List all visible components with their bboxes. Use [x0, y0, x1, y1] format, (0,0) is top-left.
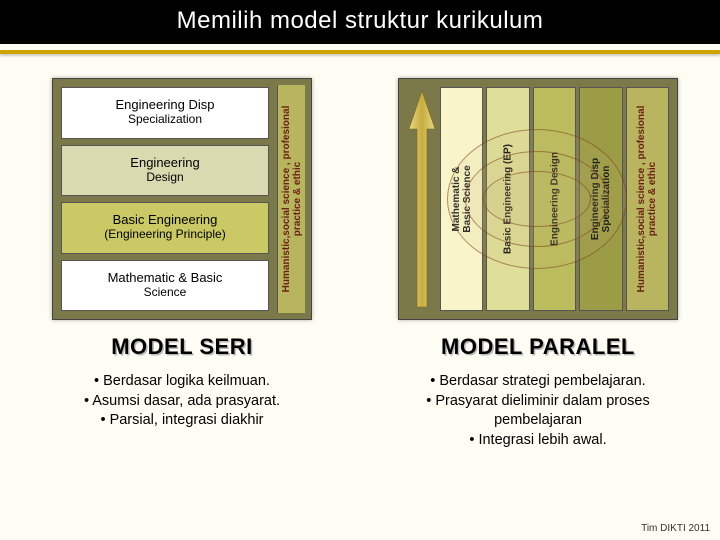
up-arrow-icon — [407, 87, 437, 311]
seri-layer-3-line1: Basic Engineering — [113, 213, 218, 228]
paralel-p4-l1: Engineering Disp — [590, 158, 601, 240]
paralel-bullet-2b: pembelajaran — [426, 411, 649, 431]
paralel-bullet-3: • Integrasi lebih awal. — [426, 431, 649, 451]
paralel-pillar-2: Basic Engineering (EP) — [486, 87, 529, 311]
slide-title: Memilih model struktur kurikulum — [0, 0, 720, 44]
seri-side-label: Humanistic,social science , profesional … — [281, 106, 303, 293]
seri-side-pillar: Humanistic,social science , profesional … — [277, 85, 305, 313]
seri-bullet-2: • Asumsi dasar, ada prasyarat. — [84, 392, 280, 412]
seri-model-label: MODEL SERI — [111, 334, 253, 360]
paralel-diagram: Mathematic & Basic Science Basic Enginee… — [398, 78, 678, 320]
seri-diagram: Engineering Disp Specialization Engineer… — [52, 78, 312, 320]
seri-layer-1-line1: Engineering Disp — [115, 98, 214, 113]
paralel-p2-l1: Basic Engineering (EP) — [503, 144, 514, 254]
seri-layer-1: Engineering Disp Specialization — [61, 87, 269, 139]
paralel-pillar-5-label: Humanistic,social science , profesional … — [636, 106, 658, 293]
content-row: Engineering Disp Specialization Engineer… — [0, 54, 720, 450]
paralel-p4-l2: Specialization — [601, 166, 612, 233]
paralel-p1-l2: Basic Science — [462, 165, 473, 232]
seri-bullet-3: • Parsial, integrasi diakhir — [84, 411, 280, 431]
paralel-pillar-3: Engineering Design — [533, 87, 576, 311]
paralel-pillar-5: Humanistic,social science , profesional … — [626, 87, 669, 311]
paralel-bullet-1: • Berdasar strategi pembelajaran. — [426, 372, 649, 392]
paralel-arrow — [407, 87, 437, 311]
paralel-pillar-2-label: Basic Engineering (EP) — [503, 144, 514, 254]
footer-credit: Tim DIKTI 2011 — [641, 523, 710, 534]
seri-layer-2-line2: Design — [146, 171, 183, 185]
seri-layer-1-line2: Specialization — [128, 113, 202, 127]
paralel-pillar-1-label: Mathematic & Basic Science — [451, 165, 473, 232]
seri-bullet-1: • Berdasar logika keilmuan. — [84, 372, 280, 392]
seri-layer-3-line2: (Engineering Principle) — [104, 228, 225, 242]
paralel-p5-l1: Humanistic,social science , profesional — [636, 106, 647, 293]
paralel-pillar-1: Mathematic & Basic Science — [440, 87, 483, 311]
seri-layer-stack: Engineering Disp Specialization Engineer… — [53, 79, 277, 319]
seri-bullets: • Berdasar logika keilmuan. • Asumsi das… — [84, 372, 280, 431]
seri-column: Engineering Disp Specialization Engineer… — [24, 78, 340, 450]
paralel-pillar-4: Engineering Disp Specialization — [579, 87, 622, 311]
seri-layer-3: Basic Engineering (Engineering Principle… — [61, 202, 269, 254]
paralel-p5-l2: practice & ethic — [647, 162, 658, 236]
paralel-pillar-4-label: Engineering Disp Specialization — [590, 158, 612, 240]
paralel-bullet-2: • Prasyarat dieliminir dalam proses — [426, 392, 649, 412]
paralel-column: Mathematic & Basic Science Basic Enginee… — [380, 78, 696, 450]
paralel-pillar-3-label: Engineering Design — [549, 152, 560, 246]
paralel-model-label: MODEL PARALEL — [441, 334, 635, 360]
seri-layer-4-line2: Science — [144, 286, 187, 300]
seri-side-label-l1: Humanistic,social science , profesional — [281, 106, 292, 293]
seri-layer-2: Engineering Design — [61, 145, 269, 197]
paralel-p3-l1: Engineering Design — [549, 152, 560, 246]
seri-layer-4-line1: Mathematic & Basic — [108, 271, 223, 286]
seri-side-label-l2: practice & ethic — [292, 162, 303, 236]
seri-layer-4: Mathematic & Basic Science — [61, 260, 269, 312]
seri-layer-2-line1: Engineering — [130, 156, 199, 171]
paralel-p1-l1: Mathematic & — [451, 166, 462, 231]
paralel-bullets: • Berdasar strategi pembelajaran. • Pras… — [426, 372, 649, 450]
